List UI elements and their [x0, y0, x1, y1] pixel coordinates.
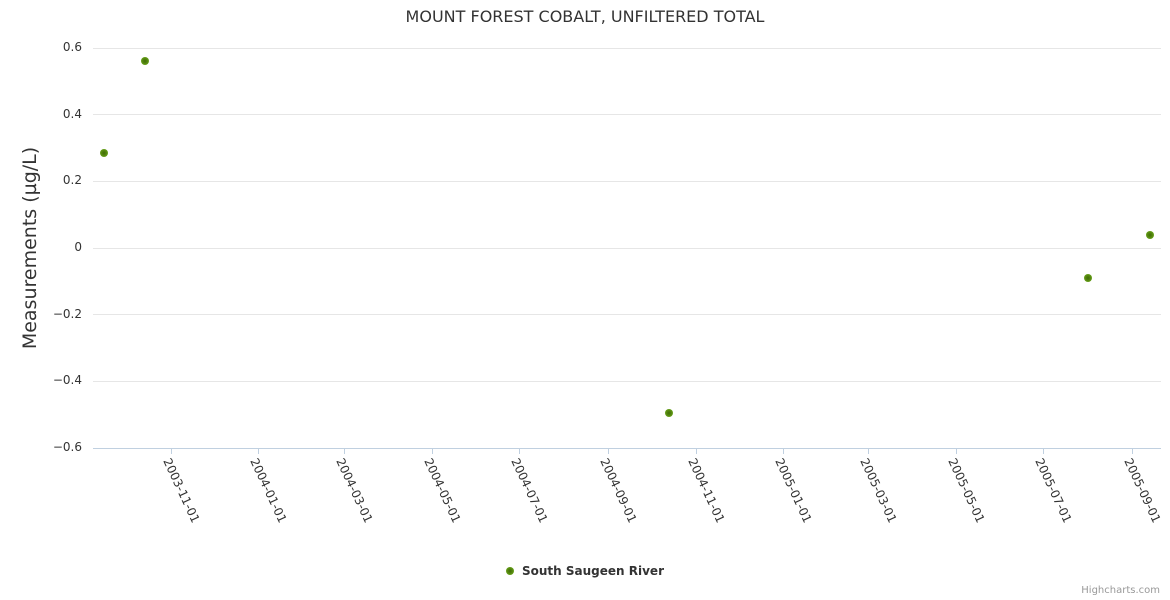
data-point[interactable]	[140, 57, 149, 66]
y-gridline	[93, 380, 1161, 382]
x-axis-label: 2005-03-01	[857, 456, 900, 526]
x-tick	[258, 449, 260, 454]
data-point[interactable]	[664, 409, 673, 417]
x-tick	[344, 449, 346, 454]
y-gridline	[93, 247, 1161, 249]
x-tick	[608, 449, 610, 454]
y-gridline	[93, 47, 1161, 49]
legend-label: South Saugeen River	[522, 564, 664, 578]
x-tick	[955, 449, 957, 454]
data-point[interactable]	[100, 149, 109, 157]
y-axis-label: 0.6	[62, 40, 82, 54]
x-axis-label: 2004-09-01	[597, 456, 640, 526]
y-axis-label: 0	[74, 240, 82, 254]
x-axis-label: 2005-05-01	[945, 456, 988, 526]
y-axis-label: −0.2	[52, 306, 82, 321]
x-axis-label: 2005-01-01	[772, 456, 815, 526]
data-point[interactable]	[1145, 231, 1154, 240]
x-tick	[431, 449, 433, 454]
x-axis-label: 2003-11-01	[159, 456, 202, 526]
x-axis-label: 2004-07-01	[508, 456, 551, 526]
x-tick	[519, 449, 521, 454]
x-tick	[1132, 449, 1134, 454]
credits-link[interactable]: Highcharts.com	[1081, 585, 1160, 596]
y-axis-label: −0.4	[52, 373, 82, 388]
y-axis-label: 0.2	[62, 173, 82, 188]
x-axis-label: 2005-09-01	[1121, 456, 1164, 526]
x-tick	[868, 449, 870, 454]
x-axis-line	[93, 448, 1161, 449]
chart-title: MOUNT FOREST COBALT, UNFILTERED TOTAL	[405, 7, 765, 26]
x-tick	[1043, 449, 1045, 454]
x-tick	[783, 449, 785, 454]
legend: South Saugeen River	[0, 562, 1170, 580]
x-tick	[695, 449, 697, 454]
y-gridline	[93, 314, 1161, 316]
legend-marker-icon	[506, 567, 514, 575]
y-gridline	[93, 114, 1161, 116]
y-axis-label: −0.6	[52, 440, 82, 454]
x-axis-label: 2004-01-01	[247, 456, 290, 526]
legend-item[interactable]: South Saugeen River	[506, 564, 664, 578]
x-tick	[170, 449, 172, 454]
data-point[interactable]	[1083, 274, 1092, 282]
y-axis-label: 0.4	[62, 106, 82, 121]
x-axis-label: 2004-11-01	[685, 456, 728, 526]
x-axis-label: 2005-07-01	[1032, 456, 1075, 526]
y-gridline	[93, 180, 1161, 182]
x-axis-label: 2004-03-01	[333, 456, 376, 526]
x-axis-label: 2004-05-01	[421, 456, 464, 526]
